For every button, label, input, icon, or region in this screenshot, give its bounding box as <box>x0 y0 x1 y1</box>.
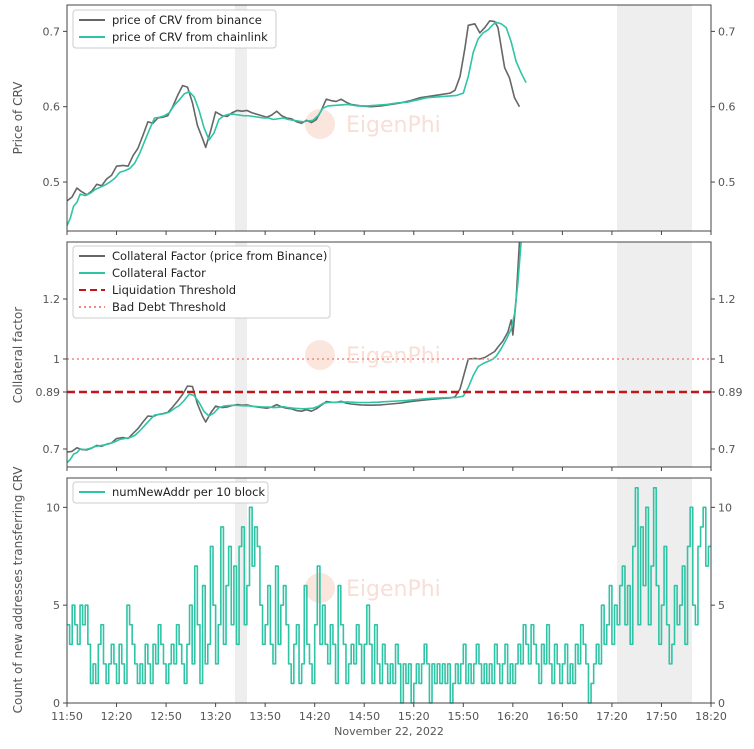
xtick-label: 12:20 <box>101 710 133 723</box>
collateral-shade-right <box>617 242 692 467</box>
price-shade-left <box>235 5 247 231</box>
ytick-left-label: 1.2 <box>43 293 61 306</box>
xtick-label: 16:50 <box>547 710 579 723</box>
collateral-ylabel: Collateral factor <box>11 307 25 403</box>
ytick-right-label: 1.2 <box>718 293 736 306</box>
newaddr-watermark: EigenPhi <box>305 573 441 603</box>
watermark-text: EigenPhi <box>346 577 441 602</box>
ytick-left-label: 1 <box>53 353 60 366</box>
price-panel: EigenPhi 0.5 0.5 0.6 0.6 0.7 0.7 Price of CRV… <box>11 4 736 235</box>
ytick-left-label: 0.6 <box>43 101 61 114</box>
ytick-right-label: 0.7 <box>718 443 736 456</box>
watermark-logo-icon <box>305 109 335 139</box>
price-legend-box <box>72 9 277 49</box>
xtick-label: 15:50 <box>447 710 479 723</box>
ytick-right-label: 5 <box>718 599 725 612</box>
xtick-label: 14:20 <box>299 710 331 723</box>
price-shade-right <box>617 5 692 231</box>
newaddr-ylabel: Count of new addresses transferring CRV <box>11 466 25 714</box>
collateral-panel: EigenPhi 0.7 0.7 0.89 0.89 1 1 1.2 1.2 Collater… <box>11 241 743 471</box>
price-ylabel: Price of CRV <box>11 81 25 155</box>
collateral-watermark: EigenPhi <box>305 340 441 370</box>
chainlink-price-line <box>66 21 527 227</box>
xtick-label: 14:50 <box>348 710 380 723</box>
price-legend: price of CRV from binance price of CRV f… <box>72 9 277 49</box>
watermark-text: EigenPhi <box>346 113 441 138</box>
cf-binance-line <box>66 241 521 453</box>
legend-cf-label: Collateral Factor <box>112 266 206 280</box>
newaddr-legend-box <box>72 481 269 504</box>
ytick-left-label: 5 <box>53 599 60 612</box>
xtick-label: 17:20 <box>596 710 628 723</box>
binance-price-line <box>66 20 521 202</box>
ytick-right-label: 0.89 <box>718 386 743 399</box>
ytick-left-label: 0.5 <box>43 176 61 189</box>
ytick-right-label: 1 <box>718 353 725 366</box>
xtick-label: 17:50 <box>646 710 678 723</box>
price-frame <box>66 4 712 232</box>
collateral-legend: Collateral Factor (price from Binance) C… <box>72 245 331 319</box>
collateral-frame <box>66 241 712 468</box>
xtick-label: 11:50 <box>51 710 83 723</box>
xtick-label: 13:20 <box>200 710 232 723</box>
xtick-label: 12:50 <box>150 710 182 723</box>
ytick-left-label: 0.7 <box>43 443 61 456</box>
ytick-right-label: 10 <box>718 501 732 514</box>
ytick-right-label: 0.7 <box>718 25 736 38</box>
newaddr-frame <box>66 477 712 704</box>
ytick-right-label: 0.6 <box>718 101 736 114</box>
watermark-logo-icon <box>305 340 335 370</box>
ytick-left-label: 0 <box>53 697 60 710</box>
collateral-legend-box <box>72 245 331 319</box>
ytick-left-label: 10 <box>46 501 60 514</box>
xtick-label: 13:50 <box>249 710 281 723</box>
legend-newaddr-label: numNewAddr per 10 block <box>112 485 265 499</box>
ytick-right-label: 0.5 <box>718 176 736 189</box>
legend-liquidation-label: Liquidation Threshold <box>112 283 236 297</box>
ytick-left-label: 0.7 <box>43 25 61 38</box>
xtick-label: 18:20 <box>695 710 727 723</box>
newaddr-panel: EigenPhi 0 0 5 5 10 10 Count of new addresses… <box>11 466 732 738</box>
legend-bad-debt-label: Bad Debt Threshold <box>112 300 226 314</box>
xtick-label: 16:20 <box>497 710 529 723</box>
xtick-label: 15:20 <box>398 710 430 723</box>
legend-binance-label: price of CRV from binance <box>112 13 262 27</box>
legend-cf-binance-label: Collateral Factor (price from Binance) <box>112 249 327 263</box>
x-axis-label: November 22, 2022 <box>334 725 444 738</box>
cf-line <box>66 241 522 464</box>
newaddr-legend: numNewAddr per 10 block <box>72 481 269 504</box>
ytick-left-label: 0.89 <box>36 386 61 399</box>
watermark-text: EigenPhi <box>346 344 441 369</box>
price-watermark: EigenPhi <box>305 109 441 139</box>
newaddr-step-line <box>67 486 711 704</box>
ytick-right-label: 0 <box>718 697 725 710</box>
legend-chainlink-label: price of CRV from chainlink <box>112 30 268 44</box>
